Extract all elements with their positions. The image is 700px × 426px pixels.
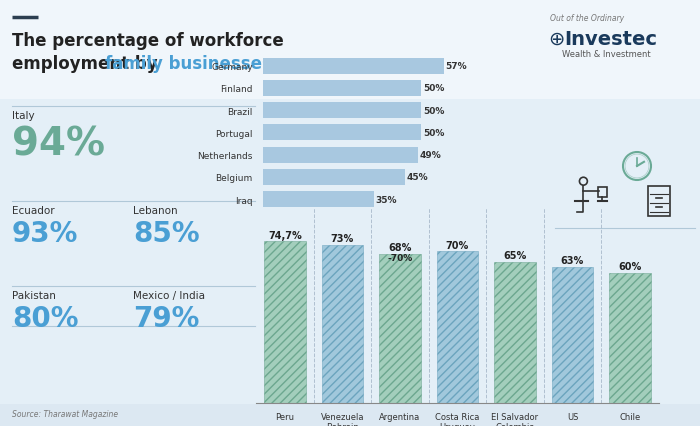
Text: ⊕: ⊕ [548,30,564,49]
Text: 45%: 45% [407,173,428,182]
Text: Source: Tharawat Magazine: Source: Tharawat Magazine [12,409,118,418]
Text: Out of the Ordinary: Out of the Ordinary [550,14,624,23]
Text: employment by: employment by [12,55,163,73]
Text: Investec: Investec [564,30,657,49]
Text: Lebanon: Lebanon [133,205,178,216]
Text: 57%: 57% [445,62,467,71]
Text: The percentage of workforce: The percentage of workforce [12,32,284,50]
Bar [598,187,606,197]
Bar [648,187,670,216]
Bar [262,192,374,208]
Text: Wealth & Investment: Wealth & Investment [562,50,650,59]
Text: -70%: -70% [387,253,412,262]
Bar [262,58,444,75]
Bar [262,103,421,119]
Text: 49%: 49% [420,151,442,160]
Bar [322,245,363,403]
Text: 50%: 50% [423,84,445,93]
Text: 63%: 63% [561,255,584,265]
Text: 70%: 70% [446,240,469,250]
Text: 74,7%: 74,7% [268,230,302,240]
Text: 50%: 50% [423,129,445,138]
Text: Italy: Italy [12,111,34,121]
Text: 94%: 94% [12,125,105,163]
Text: 68%: 68% [389,242,412,252]
Bar [265,242,306,403]
Bar [0,100,700,404]
Text: Pakistan: Pakistan [12,290,56,300]
Text: family businesses: family businesses [105,55,272,73]
Bar [609,273,651,403]
Text: Ecuador: Ecuador [12,205,55,216]
Bar [0,0,700,100]
Text: 93%: 93% [12,219,78,248]
Bar [379,254,421,403]
Bar [262,170,405,186]
Bar [0,404,700,426]
Bar [262,125,421,141]
Text: 73%: 73% [331,233,354,244]
Text: 65%: 65% [503,251,526,261]
Bar [262,147,418,163]
Text: 35%: 35% [375,195,397,204]
Bar [262,81,421,97]
Text: 50%: 50% [423,106,445,115]
Text: Mexico / India: Mexico / India [133,290,205,300]
Text: 60%: 60% [618,262,642,272]
Text: 79%: 79% [133,304,200,332]
Bar [494,262,536,403]
Bar [437,252,478,403]
Text: 85%: 85% [133,219,200,248]
Bar [552,267,593,403]
Text: 80%: 80% [12,304,78,332]
